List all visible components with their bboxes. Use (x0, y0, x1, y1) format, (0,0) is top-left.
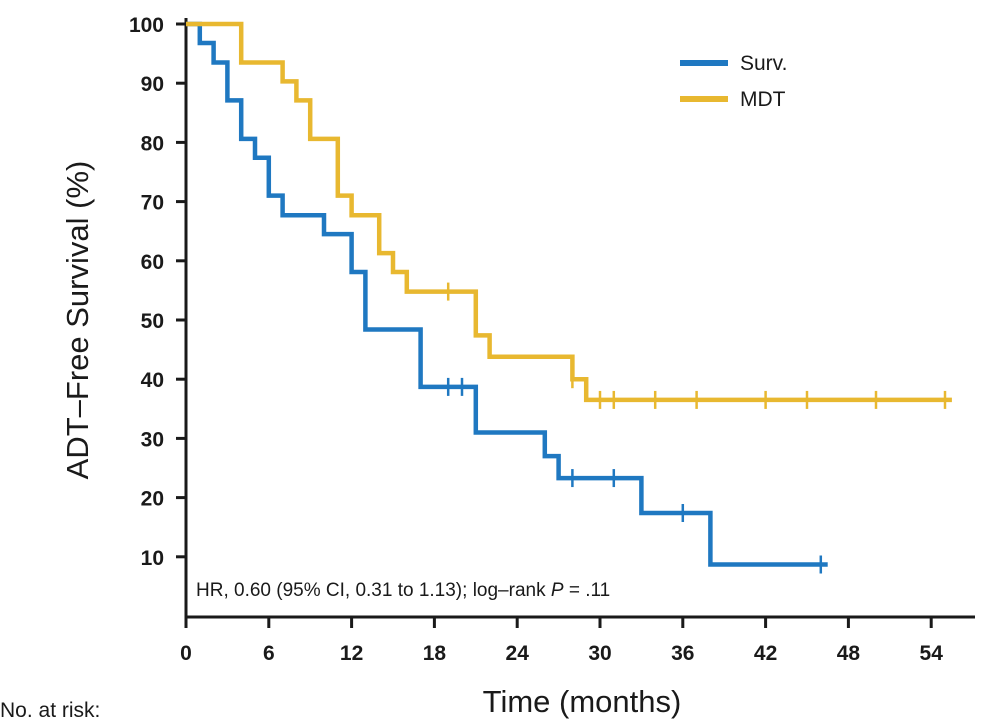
x-tick-label: 54 (920, 642, 944, 665)
y-tick-label: 30 (141, 428, 164, 451)
y-tick-label: 40 (141, 369, 164, 392)
x-tick-label: 18 (423, 642, 447, 665)
x-tick-label: 6 (263, 642, 275, 665)
y-tick-label: 80 (141, 132, 164, 155)
legend: Surv. MDT (680, 52, 787, 111)
x-tick-label: 0 (180, 642, 192, 665)
legend-label-mdt: MDT (740, 88, 786, 111)
x-tick-label: 12 (340, 642, 363, 665)
series-layer (186, 21, 952, 574)
axes (184, 18, 975, 619)
hr-annotation-prefix: HR, 0.60 (95% CI, 0.31 to 1.13); log–ran… (196, 580, 551, 601)
hr-annotation-p: P (551, 580, 564, 601)
hr-annotation: HR, 0.60 (95% CI, 0.31 to 1.13); log–ran… (196, 580, 610, 601)
x-tick-label: 42 (754, 642, 777, 665)
series-line-mdt (186, 21, 952, 403)
y-tick-label: 50 (141, 310, 164, 333)
y-axis-title: ADT–Free Survival (%) (60, 161, 95, 480)
y-tick-label: 100 (129, 14, 164, 37)
x-axis-title: Time (months) (483, 684, 682, 719)
risk-table-label: No. at risk: (0, 699, 100, 722)
series-line-surv (186, 21, 828, 567)
y-tick-label: 10 (141, 547, 164, 570)
x-axis-ticks: 0 6 12 18 24 30 36 42 48 54 (180, 617, 943, 665)
y-tick-label: 90 (141, 73, 164, 96)
hr-annotation-suffix: = .11 (564, 580, 611, 601)
y-axis-ticks: 10 20 30 40 50 60 70 80 90 100 (129, 14, 186, 570)
x-tick-label: 30 (588, 642, 611, 665)
x-tick-label: 24 (506, 642, 530, 665)
y-tick-label: 20 (141, 488, 164, 511)
y-tick-label: 70 (141, 192, 164, 215)
y-tick-label: 60 (141, 251, 164, 274)
x-tick-label: 48 (837, 642, 861, 665)
legend-label-surv: Surv. (740, 52, 787, 75)
x-tick-label: 36 (671, 642, 694, 665)
